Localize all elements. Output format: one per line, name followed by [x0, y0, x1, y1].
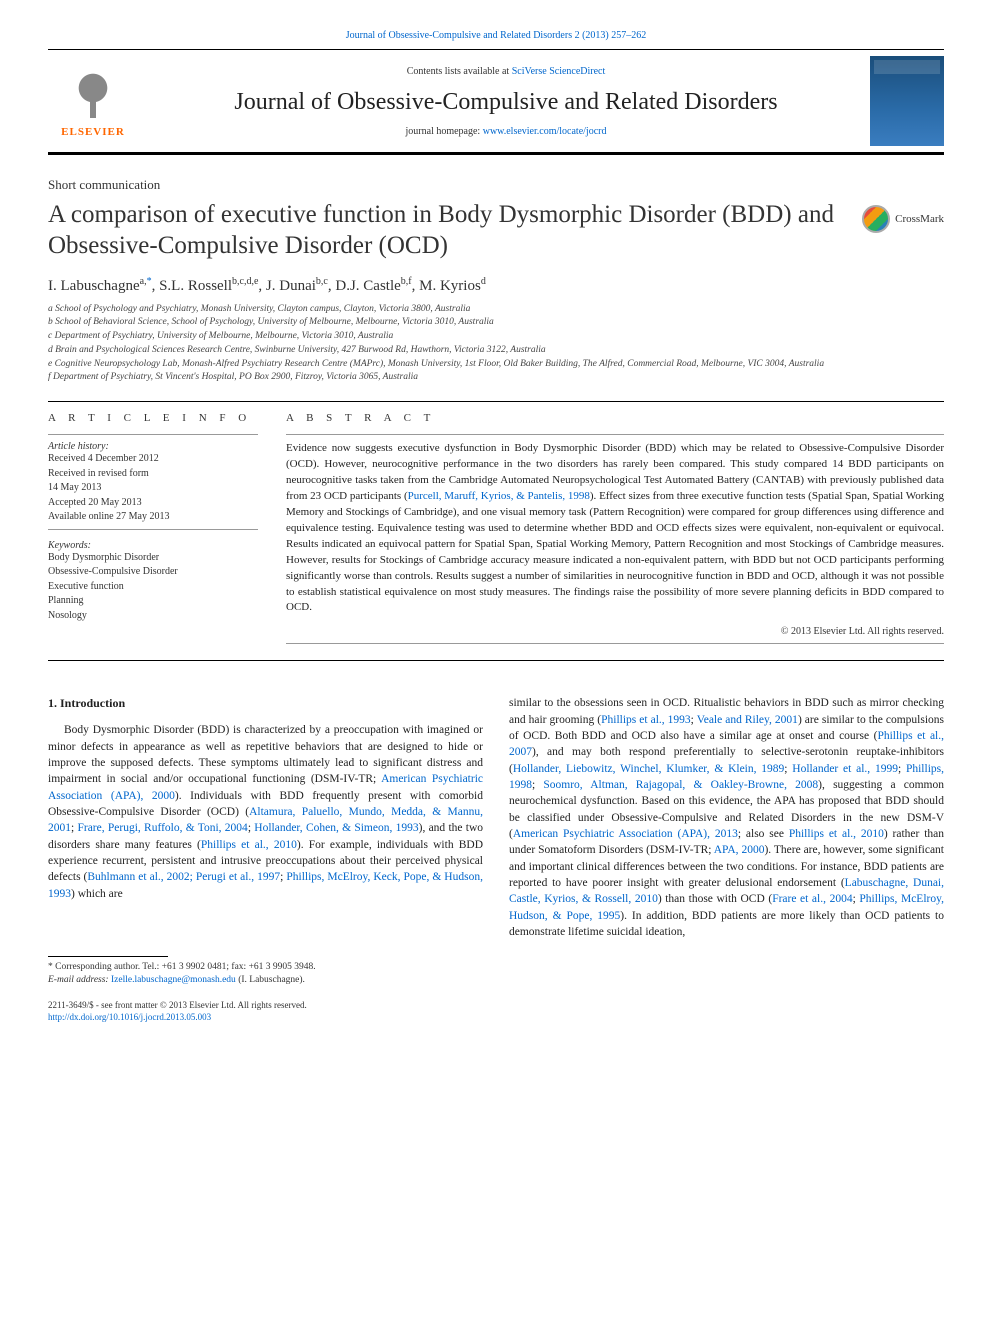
- section-heading-introduction: 1. Introduction: [48, 695, 483, 712]
- keywords-list: Body Dysmorphic Disorder Obsessive-Compu…: [48, 551, 258, 624]
- citation-link[interactable]: Veale and Riley, 2001: [697, 714, 798, 726]
- citation-link[interactable]: Soomro, Altman, Rajagopal, & Oakley-Brow…: [543, 779, 818, 791]
- sciencedirect-link[interactable]: SciVerse ScienceDirect: [512, 66, 606, 77]
- email-link[interactable]: Izelle.labuschagne@monash.edu: [111, 975, 236, 985]
- crossmark-icon: [862, 205, 890, 233]
- elsevier-tree-icon: [63, 64, 123, 124]
- journal-cover-thumbnail: [870, 56, 944, 146]
- body-paragraph: similar to the obsessions seen in OCD. R…: [509, 695, 944, 940]
- abstract-text: Evidence now suggests executive dysfunct…: [286, 441, 944, 616]
- contents-available-line: Contents lists available at SciVerse Sci…: [152, 66, 860, 77]
- abstract-panel: A B S T R A C T Evidence now suggests ex…: [286, 412, 944, 644]
- affiliation-d: d Brain and Psychological Sciences Resea…: [48, 344, 944, 358]
- divider: [286, 643, 944, 644]
- affiliation-e: e Cognitive Neuropsychology Lab, Monash-…: [48, 358, 944, 372]
- corresponding-author-footnote: * Corresponding author. Tel.: +61 3 9902…: [48, 961, 483, 987]
- issn-line: 2211-3649/$ - see front matter © 2013 El…: [48, 999, 483, 1011]
- divider: [48, 529, 258, 530]
- crossmark-label: CrossMark: [895, 213, 944, 225]
- article-type: Short communication: [48, 177, 944, 193]
- crossmark-badge[interactable]: CrossMark: [862, 205, 944, 233]
- citation-link[interactable]: Hollander, Cohen, & Simeon, 1993: [254, 822, 418, 834]
- journal-citation[interactable]: Journal of Obsessive-Compulsive and Rela…: [48, 30, 944, 41]
- article-info-panel: A R T I C L E I N F O Article history: R…: [48, 412, 258, 644]
- journal-name: Journal of Obsessive-Compulsive and Rela…: [152, 89, 860, 116]
- divider: [286, 434, 944, 435]
- journal-homepage-link[interactable]: www.elsevier.com/locate/jocrd: [483, 126, 607, 137]
- divider: [48, 660, 944, 661]
- affiliation-f: f Department of Psychiatry, St Vincent's…: [48, 371, 944, 385]
- elsevier-logo: ELSEVIER: [48, 56, 138, 146]
- journal-header: ELSEVIER Contents lists available at Sci…: [48, 49, 944, 155]
- citation-link[interactable]: Phillips et al., 1993: [601, 714, 691, 726]
- history-label: Article history:: [48, 441, 258, 452]
- journal-homepage-line: journal homepage: www.elsevier.com/locat…: [152, 126, 860, 137]
- citation-link[interactable]: Frare, Perugi, Ruffolo, & Toni, 2004: [77, 822, 247, 834]
- abstract-copyright: © 2013 Elsevier Ltd. All rights reserved…: [286, 626, 944, 637]
- elsevier-label: ELSEVIER: [61, 126, 125, 138]
- citation-link[interactable]: APA, 2000: [714, 844, 765, 856]
- citation-link[interactable]: Hollander, Liebowitz, Winchel, Klumker, …: [513, 763, 784, 775]
- affiliation-a: a School of Psychology and Psychiatry, M…: [48, 303, 944, 317]
- keywords-label: Keywords:: [48, 540, 258, 551]
- column-right: similar to the obsessions seen in OCD. R…: [509, 695, 944, 1023]
- doi-link[interactable]: http://dx.doi.org/10.1016/j.jocrd.2013.0…: [48, 1012, 211, 1022]
- body-columns: 1. Introduction Body Dysmorphic Disorder…: [48, 695, 944, 1023]
- divider: [48, 401, 944, 402]
- citation-link[interactable]: Hollander et al., 1999: [792, 763, 898, 775]
- author-list: I. Labuschagnea,*, S.L. Rossellb,c,d,e, …: [48, 276, 944, 295]
- citation-link[interactable]: American Psychiatric Association (APA), …: [513, 828, 738, 840]
- column-left: 1. Introduction Body Dysmorphic Disorder…: [48, 695, 483, 1023]
- citation-link[interactable]: Buhlmann et al., 2002; Perugi et al., 19…: [87, 871, 280, 883]
- history-items: Received 4 December 2012 Received in rev…: [48, 452, 258, 525]
- affiliation-c: c Department of Psychiatry, University o…: [48, 330, 944, 344]
- footer-meta: 2211-3649/$ - see front matter © 2013 El…: [48, 999, 483, 1023]
- footnote-divider: [48, 956, 168, 957]
- citation-link[interactable]: Phillips et al., 2010: [201, 839, 297, 851]
- citation-link[interactable]: Purcell, Maruff, Kyrios, & Pantelis, 199…: [408, 490, 590, 502]
- affiliations: a School of Psychology and Psychiatry, M…: [48, 303, 944, 386]
- citation-link[interactable]: Phillips et al., 2010: [789, 828, 884, 840]
- divider: [48, 434, 258, 435]
- abstract-heading: A B S T R A C T: [286, 412, 944, 424]
- affiliation-b: b School of Behavioral Science, School o…: [48, 316, 944, 330]
- article-info-heading: A R T I C L E I N F O: [48, 412, 258, 424]
- article-title: A comparison of executive function in Bo…: [48, 199, 842, 262]
- citation-link[interactable]: Frare et al., 2004: [772, 893, 852, 905]
- body-paragraph: Body Dysmorphic Disorder (BDD) is charac…: [48, 722, 483, 902]
